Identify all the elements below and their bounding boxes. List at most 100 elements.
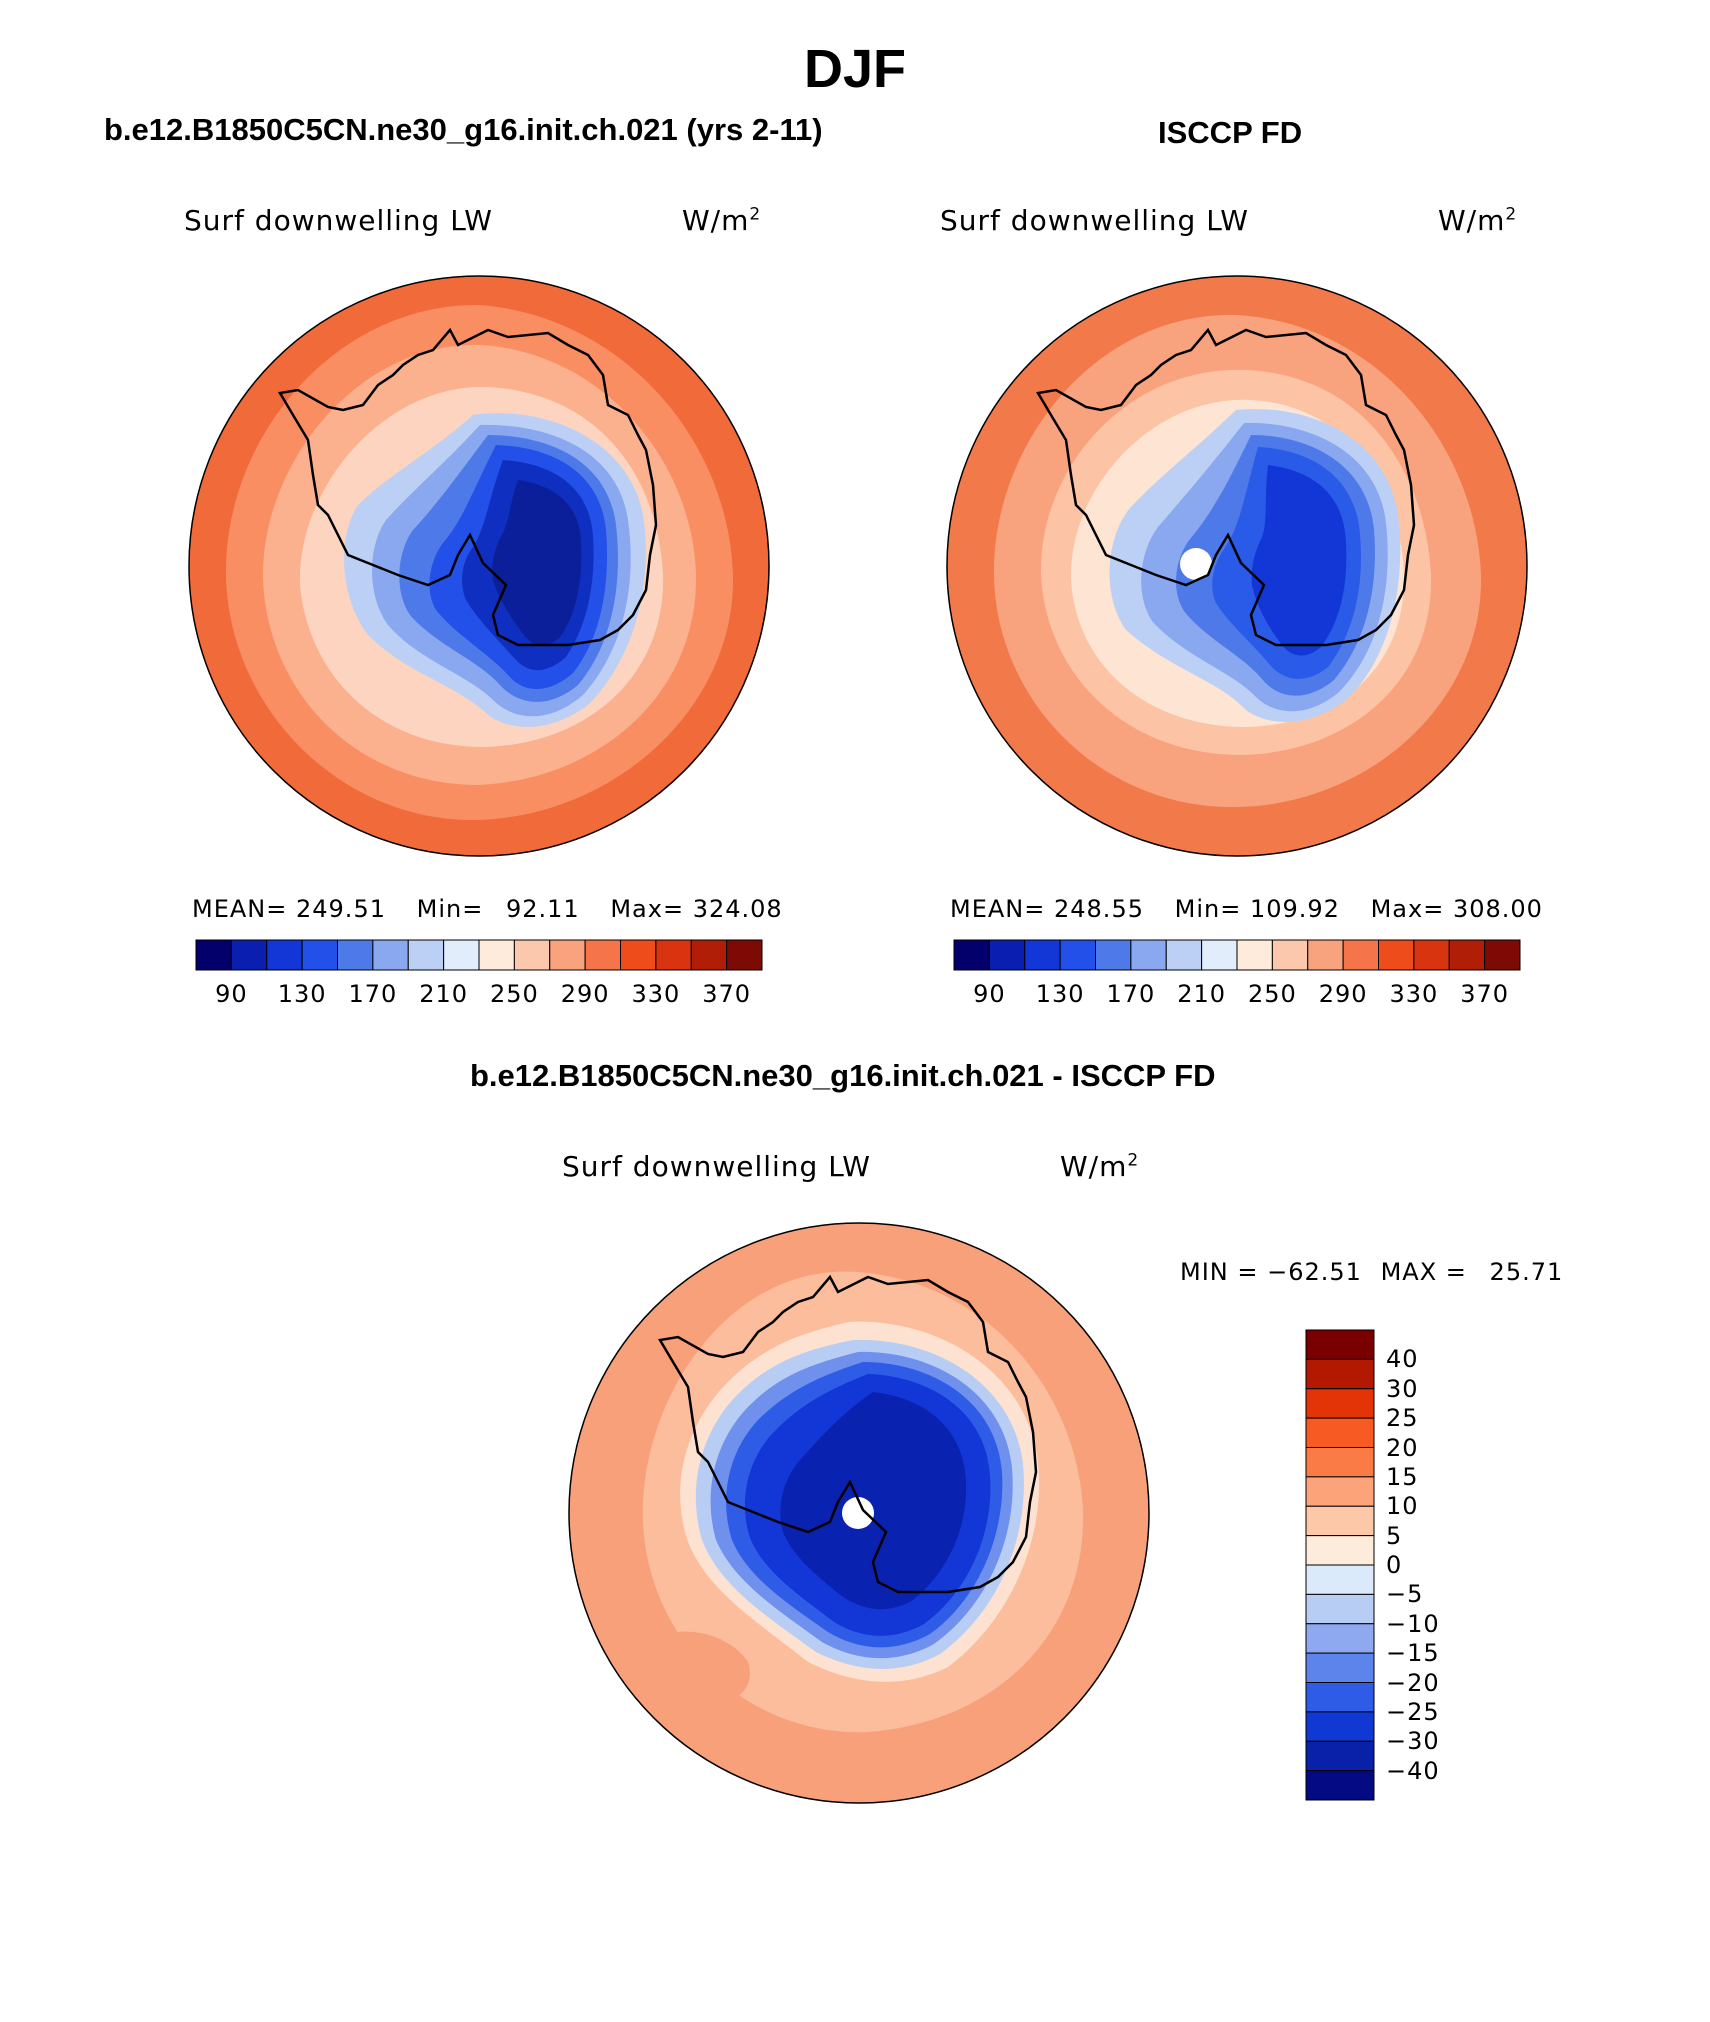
colorbar-swatch xyxy=(988,939,1026,971)
colorbar-swatch xyxy=(1305,1623,1375,1654)
colorbar-tick-label: 130 xyxy=(1035,980,1085,1008)
diff-variable-label: Surf downwelling LW xyxy=(562,1150,871,1183)
colorbar-swatch xyxy=(1307,939,1344,971)
colorbar-tick-label: −30 xyxy=(1386,1727,1440,1756)
season-title: DJF xyxy=(803,39,906,99)
antarctica-coastline xyxy=(277,327,658,647)
colorbar-tick-label: 10 xyxy=(1386,1492,1419,1521)
right-units-exponent: 2 xyxy=(1505,204,1518,225)
colorbar-swatch xyxy=(726,939,763,971)
colorbar-swatch xyxy=(1201,939,1238,971)
left-min-label: Min= xyxy=(416,895,484,923)
antarctica-coastline xyxy=(657,1274,1038,1594)
map-band xyxy=(1251,465,1347,656)
diff-max-label: MAX = xyxy=(1380,1258,1467,1286)
colorbar-tick-label: −40 xyxy=(1386,1756,1440,1785)
colorbar-swatch xyxy=(1305,1388,1375,1419)
colorbar-swatch xyxy=(337,939,374,971)
right-polar-map xyxy=(946,275,1528,857)
colorbar-swatch xyxy=(1305,1358,1375,1390)
map-band xyxy=(492,480,582,646)
colorbar-tick-label: 30 xyxy=(1386,1374,1419,1403)
diff-minmax: MIN = −62.51 MAX = 25.71 xyxy=(1180,1258,1563,1286)
colorbar-swatch xyxy=(1305,1682,1375,1713)
colorbar-swatch xyxy=(1305,1505,1375,1537)
colorbar-swatch xyxy=(1271,939,1309,971)
right-mean-label: MEAN= xyxy=(950,895,1046,923)
colorbar-swatch xyxy=(1305,1447,1375,1478)
colorbar-swatch xyxy=(266,939,303,971)
colorbar-swatch xyxy=(549,939,586,971)
diff-units-label: W/m2 xyxy=(1060,1150,1139,1183)
diff-units-base: W/m xyxy=(1060,1150,1128,1183)
colorbar-tick-label: 250 xyxy=(1247,980,1297,1008)
colorbar-swatch xyxy=(953,939,990,971)
left-colorbar-ticks: 90 130 170 210 250 290 330 370 xyxy=(196,980,762,1010)
right-units-base: W/m xyxy=(1438,204,1506,237)
left-map-fill xyxy=(189,276,769,856)
colorbar-swatch xyxy=(301,939,338,971)
left-mean-label: MEAN= xyxy=(192,895,288,923)
colorbar-swatch xyxy=(1305,1593,1375,1625)
left-max-label: Max= xyxy=(610,895,685,923)
left-colorbar xyxy=(195,939,763,971)
left-max-value: 324.08 xyxy=(692,895,783,923)
right-map-fill xyxy=(947,276,1527,856)
colorbar-tick-label: 170 xyxy=(1106,980,1156,1008)
colorbar-swatch xyxy=(1484,939,1521,971)
right-min-value: 109.92 xyxy=(1249,895,1340,923)
colorbar-swatch xyxy=(1305,1329,1375,1360)
colorbar-swatch xyxy=(1413,939,1450,971)
colorbar-tick-label: 210 xyxy=(419,980,469,1008)
colorbar-swatch xyxy=(1305,1652,1375,1683)
left-units-label: W/m2 xyxy=(682,204,761,237)
colorbar-tick-label: 90 xyxy=(215,980,248,1008)
right-panel-title: ISCCP FD xyxy=(1158,115,1303,150)
colorbar-tick-label: 330 xyxy=(631,980,681,1008)
colorbar-swatch xyxy=(1305,1740,1375,1772)
colorbar-swatch xyxy=(1024,939,1061,971)
colorbar-tick-label: −20 xyxy=(1386,1668,1440,1697)
left-polar-map xyxy=(188,275,770,857)
colorbar-tick-label: 330 xyxy=(1389,980,1439,1008)
right-colorbar-ticks: 90 130 170 210 250 290 330 370 xyxy=(954,980,1520,1010)
colorbar-tick-label: −15 xyxy=(1386,1639,1440,1668)
colorbar-tick-label: 290 xyxy=(1318,980,1368,1008)
colorbar-tick-label: 20 xyxy=(1386,1433,1419,1462)
colorbar-swatch xyxy=(1236,939,1273,971)
colorbar-tick-label: 370 xyxy=(702,980,752,1008)
diff-min-label: MIN = xyxy=(1180,1258,1259,1286)
colorbar-swatch xyxy=(407,939,445,971)
colorbar-tick-label: 5 xyxy=(1386,1521,1403,1550)
right-stats: MEAN= 248.55 Min= 109.92 Max= 308.00 xyxy=(950,895,1543,923)
right-mean-value: 248.55 xyxy=(1054,895,1144,923)
colorbar-swatch xyxy=(443,939,480,971)
colorbar-swatch xyxy=(1378,939,1415,971)
colorbar-tick-label: 90 xyxy=(973,980,1006,1008)
colorbar-swatch xyxy=(195,939,232,971)
left-panel-title: b.e12.B1850C5CN.ne30_g16.init.ch.021 (yr… xyxy=(104,112,823,147)
right-units-label: W/m2 xyxy=(1438,204,1517,237)
diff-max-value: 25.71 xyxy=(1489,1258,1564,1286)
colorbar-swatch xyxy=(1305,1564,1375,1595)
colorbar-tick-label: 250 xyxy=(489,980,539,1008)
colorbar-tick-label: −10 xyxy=(1386,1609,1440,1638)
colorbar-tick-label: 0 xyxy=(1386,1551,1403,1579)
colorbar-swatch xyxy=(1165,939,1203,971)
colorbar-swatch xyxy=(584,939,621,971)
colorbar-swatch xyxy=(1342,939,1379,971)
colorbar-swatch xyxy=(1448,939,1486,971)
colorbar-tick-label: 15 xyxy=(1386,1462,1419,1491)
map-boundary xyxy=(568,1222,1150,1804)
left-units-base: W/m xyxy=(682,204,750,237)
left-units-exponent: 2 xyxy=(749,204,762,225)
right-colorbar xyxy=(953,939,1521,971)
diff-units-exponent: 2 xyxy=(1127,1150,1140,1171)
colorbar-swatch xyxy=(478,939,515,971)
right-min-label: Min= xyxy=(1174,895,1242,923)
difference-panel-title: b.e12.B1850C5CN.ne30_g16.init.ch.021 - I… xyxy=(470,1058,1216,1093)
colorbar-tick-label: 40 xyxy=(1386,1345,1419,1374)
colorbar-swatch xyxy=(230,939,268,971)
left-stats: MEAN= 249.51 Min= 92.11 Max= 324.08 xyxy=(192,895,783,923)
colorbar-swatch xyxy=(1305,1711,1375,1742)
